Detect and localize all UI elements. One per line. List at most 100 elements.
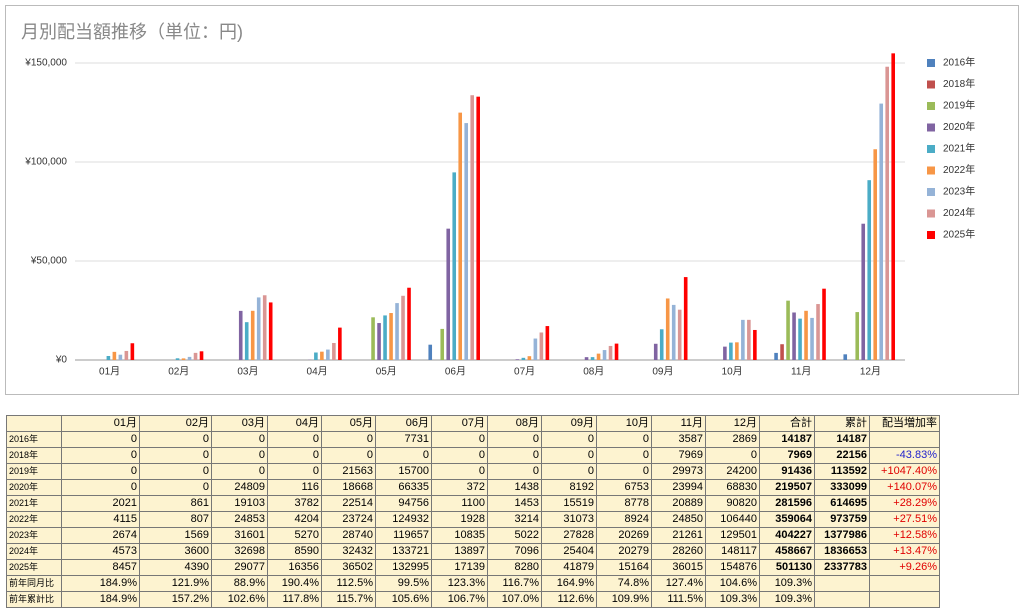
table-cell: 132995	[375, 559, 432, 576]
table-cell: 88.9%	[211, 575, 268, 592]
table-cell: 112.5%	[321, 575, 376, 592]
table-row: 2024年 4573 3600 32698 8590 32432 133721 13897 70…	[6, 543, 940, 560]
table-cell: 28260	[651, 543, 706, 560]
bar	[659, 329, 664, 360]
table-cell: 117.8%	[267, 591, 322, 608]
table-cell: 0	[139, 447, 212, 464]
table-cell: 7969	[759, 447, 815, 464]
bar	[199, 351, 204, 360]
table-cell: 164.9%	[541, 575, 597, 592]
bar	[407, 287, 411, 360]
bar	[753, 329, 757, 360]
table-cell: 8457	[61, 559, 140, 576]
table-cell: 184.9%	[61, 575, 140, 592]
table-cell: 0	[321, 431, 376, 448]
legend-swatch	[927, 59, 935, 67]
table-cell: +13.47%	[869, 543, 940, 560]
table-cell: 111.5%	[651, 591, 706, 608]
table-cell: 105.6%	[375, 591, 432, 608]
legend-swatch	[927, 231, 935, 239]
bar	[747, 319, 751, 360]
table-cell: 31073	[541, 511, 597, 528]
bar	[891, 53, 895, 360]
table-cell: 404227	[759, 527, 815, 544]
table-cell: 41879	[541, 559, 597, 576]
table-cell	[869, 431, 940, 448]
table-row: 前年同月比 184.9% 121.9% 88.9% 190.4% 112.5% 99.5% 1…	[6, 575, 940, 592]
table-cell: 3782	[267, 495, 322, 512]
y-tick-label: ¥150,000	[24, 58, 67, 69]
table-cell: 8924	[596, 511, 652, 528]
legend-label: 2019年	[943, 99, 975, 112]
table-cell: 29077	[211, 559, 268, 576]
table-cell: 113592	[814, 463, 870, 480]
table-cell: 3587	[651, 431, 706, 448]
table-cell: 24809	[211, 479, 268, 496]
table-cell: 2021年	[6, 495, 62, 512]
table-cell: 90820	[705, 495, 760, 512]
table-cell: 36015	[651, 559, 706, 576]
legend-label: 2021年	[943, 142, 975, 155]
table-cell	[869, 591, 940, 608]
table-cell: 21261	[651, 527, 706, 544]
bar	[118, 354, 123, 360]
bar	[786, 300, 790, 360]
table-cell: 19103	[211, 495, 268, 512]
table-cell: 1928	[431, 511, 488, 528]
table-cell: 7969	[651, 447, 706, 464]
table-cell: 3214	[487, 511, 542, 528]
table-cell: 12月	[705, 415, 760, 432]
table-cell: 0	[211, 463, 268, 480]
x-tick-label: 04月	[307, 366, 328, 378]
table-cell: 0	[267, 463, 322, 480]
table-cell: 112.6%	[541, 591, 597, 608]
bar	[608, 345, 613, 360]
table-cell: 2016年	[6, 431, 62, 448]
y-tick-label: ¥100,000	[24, 157, 67, 168]
table-cell: 94756	[375, 495, 432, 512]
table-cell: 333099	[814, 479, 870, 496]
table-cell: 219507	[759, 479, 815, 496]
table-cell: 03月	[211, 415, 268, 432]
bar	[458, 112, 463, 360]
bar	[855, 312, 860, 360]
table-row: 2023年 2674 1569 31601 5270 28740 119657 10835 50…	[6, 527, 940, 544]
bar	[130, 343, 135, 360]
legend-swatch	[927, 80, 935, 89]
bar	[665, 298, 670, 360]
bar	[590, 357, 595, 360]
table-cell: 28740	[321, 527, 376, 544]
table-cell: 0	[431, 463, 488, 480]
table-cell: 116	[267, 479, 322, 496]
table-cell: 前年同月比	[6, 575, 62, 592]
chart: 月別配当額推移（単位：円) ¥0 ¥50,000 ¥100,000 ¥150,000 0…	[5, 5, 1019, 395]
chart-frame	[5, 5, 1019, 395]
legend-swatch	[927, 188, 935, 196]
legend-label: 2025年	[943, 228, 975, 241]
bar	[338, 327, 342, 360]
bar	[440, 328, 445, 360]
table-cell: 24200	[705, 463, 760, 480]
table-row: 2025年 8457 4390 29077 16356 36502 132995 17139 8…	[6, 559, 940, 576]
table-cell: 21563	[321, 463, 376, 480]
table-cell: 14187	[814, 431, 870, 448]
bar	[729, 342, 733, 360]
bar	[250, 310, 255, 360]
table-cell: 0	[541, 431, 597, 448]
table-cell: 8778	[596, 495, 652, 512]
table-cell: 115.7%	[321, 591, 376, 608]
bar	[268, 302, 273, 360]
table-cell: +9.26%	[869, 559, 940, 576]
bar	[452, 172, 457, 360]
x-tick-label: 07月	[514, 366, 535, 378]
table-cell: 02月	[139, 415, 212, 432]
legend-swatch	[927, 102, 935, 110]
table-cell: 106440	[705, 511, 760, 528]
x-tick-label: 03月	[237, 366, 258, 378]
table-cell: 29973	[651, 463, 706, 480]
table-cell: 2674	[61, 527, 140, 544]
bar	[124, 350, 129, 360]
bar	[464, 123, 469, 361]
table-cell: 184.9%	[61, 591, 140, 608]
table-cell: 0	[596, 463, 652, 480]
